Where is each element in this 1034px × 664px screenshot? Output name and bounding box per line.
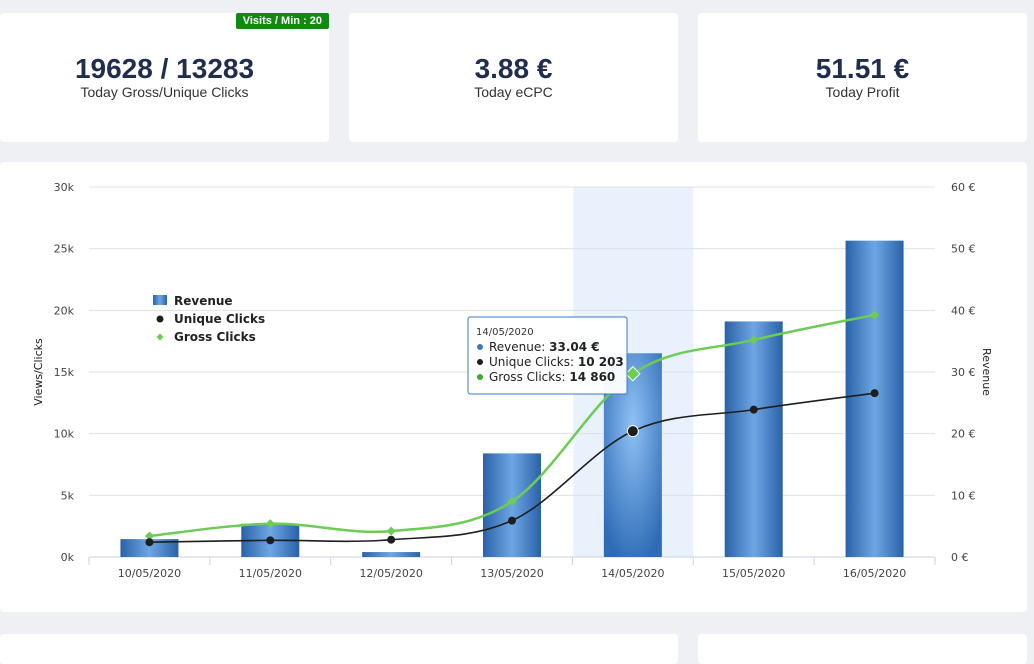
x-tick-label: 12/05/2020 xyxy=(359,567,422,580)
tooltip-row-label: Gross Clicks: xyxy=(489,370,569,384)
ecpc-label: Today eCPC xyxy=(474,84,553,100)
unique-clicks-point xyxy=(145,538,154,547)
tooltip-row-label: Revenue: xyxy=(489,340,549,354)
x-tick-label: 13/05/2020 xyxy=(480,567,543,580)
unique-clicks-point xyxy=(508,516,516,525)
revenue-bar xyxy=(724,321,783,557)
unique-clicks-point xyxy=(749,405,758,414)
unique-clicks-point xyxy=(387,535,396,544)
legend-unique-marker xyxy=(156,315,164,323)
stat-card-ecpc: 3.88 € Today eCPC xyxy=(349,13,678,142)
legend-unique-label: Unique Clicks xyxy=(174,312,265,326)
y-tick-right: 20 € xyxy=(951,428,976,441)
y-tick-left: 30k xyxy=(54,181,75,194)
tooltip-dot xyxy=(477,344,483,350)
y-axis-title-left: Views/Clicks xyxy=(32,338,45,406)
legend-revenue-label: Revenue xyxy=(174,294,233,308)
bottom-card-right xyxy=(698,634,1027,664)
y-tick-right: 40 € xyxy=(951,304,976,317)
y-tick-left: 0k xyxy=(61,551,75,564)
revenue-bar xyxy=(362,552,421,557)
gross-clicks-point xyxy=(386,526,396,536)
legend-gross-label: Gross Clicks xyxy=(174,330,256,344)
visits-per-minute-badge: Visits / Min : 20 xyxy=(235,13,329,29)
chart-tooltip xyxy=(467,316,628,395)
gross-unique-clicks-value: 19628 / 13283 xyxy=(74,53,255,84)
x-tick-label: 14/05/2020 xyxy=(601,567,664,580)
y-tick-right: 50 € xyxy=(951,243,976,256)
profit-label: Today Profit xyxy=(825,84,900,100)
y-tick-right: 60 € xyxy=(951,181,976,194)
tooltip-dot xyxy=(477,359,483,365)
tooltip-row: Unique Clicks: 10 203 xyxy=(489,355,624,369)
tooltip-dot xyxy=(477,374,483,380)
legend-revenue-swatch xyxy=(153,295,167,305)
stat-card-profit: 51.51 € Today Profit xyxy=(698,13,1027,142)
y-tick-left: 25k xyxy=(54,243,75,256)
revenue-bar xyxy=(845,240,904,557)
x-tick-label: 15/05/2020 xyxy=(722,567,785,580)
y-tick-right: 10 € xyxy=(951,489,976,502)
stat-card-clicks: Visits / Min : 20 19628 / 13283 Today Gr… xyxy=(0,13,329,142)
combo-chart[interactable]: 0k 0 € 5k 10 € 10k 20 € 15k 30 € 20k 40 € 25k 50 € 3… xyxy=(0,162,1027,612)
tooltip-row-label: Unique Clicks: xyxy=(489,355,578,369)
chart-card: 0k 0 € 5k 10 € 10k 20 € 15k 30 € 20k 40 € 25k 50 € 3… xyxy=(0,162,1027,612)
bottom-card-left xyxy=(0,634,678,664)
y-tick-left: 15k xyxy=(54,366,75,379)
x-tick-label: 10/05/2020 xyxy=(118,567,181,580)
revenue-bar xyxy=(120,539,179,557)
y-axis-title-right: Revenue xyxy=(980,348,993,396)
unique-clicks-point xyxy=(266,536,275,545)
unique-clicks-point xyxy=(626,425,639,438)
x-tick-label: 11/05/2020 xyxy=(239,567,302,580)
y-tick-left: 5k xyxy=(61,489,75,502)
y-tick-right: 30 € xyxy=(951,366,976,379)
legend-gross-marker xyxy=(156,333,164,341)
tooltip-row: Gross Clicks: 14 860 xyxy=(489,370,615,384)
tooltip-date: 14/05/2020 xyxy=(476,327,534,338)
tooltip-row-value: 33.04 € xyxy=(549,340,599,354)
y-tick-left: 10k xyxy=(54,428,75,441)
gross-unique-clicks-label: Today Gross/Unique Clicks xyxy=(80,84,249,100)
profit-value: 51.51 € xyxy=(815,53,910,84)
gross-clicks-point xyxy=(625,365,641,382)
unique-clicks-point xyxy=(870,389,879,398)
y-tick-right: 0 € xyxy=(951,551,969,564)
tooltip-row-value: 14 860 xyxy=(569,370,615,384)
ecpc-value: 3.88 € xyxy=(474,53,553,84)
y-tick-left: 20k xyxy=(54,304,75,317)
tooltip-row: Revenue: 33.04 € xyxy=(489,340,600,354)
tooltip-row-value: 10 203 xyxy=(578,355,624,369)
x-tick-label: 16/05/2020 xyxy=(843,567,906,580)
